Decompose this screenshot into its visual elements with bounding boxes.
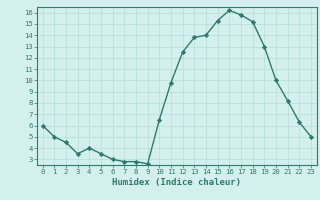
X-axis label: Humidex (Indice chaleur): Humidex (Indice chaleur) bbox=[112, 178, 241, 187]
